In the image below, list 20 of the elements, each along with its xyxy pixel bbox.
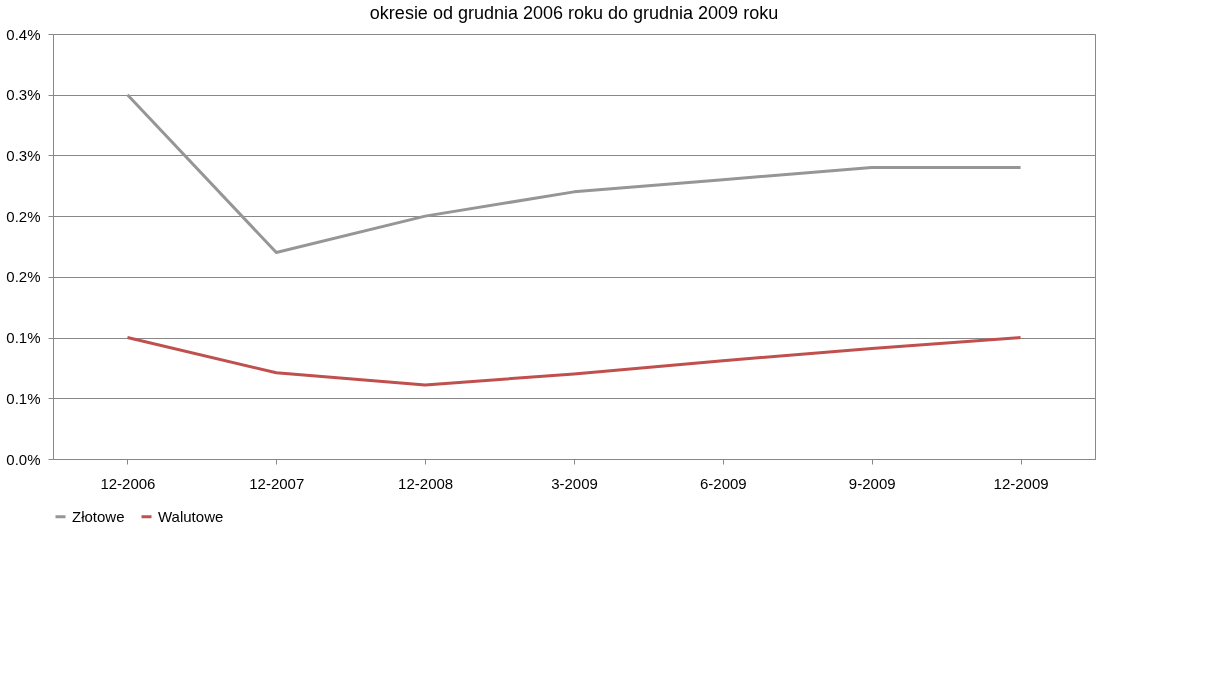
x-tick-label: 12-2008 <box>398 474 454 492</box>
y-tick-label: 0.0% <box>6 450 41 468</box>
x-tick-label: 6-2009 <box>700 474 747 492</box>
y-tick-label: 0.1% <box>6 329 41 347</box>
y-tick-label: 0.3% <box>6 86 41 104</box>
y-tick-label: 0.3% <box>6 146 41 164</box>
x-tick-label: 12-2009 <box>993 474 1049 492</box>
x-tick-label: 12-2007 <box>249 474 305 492</box>
legend-label: Walutowe <box>158 507 224 525</box>
x-tick-label: 9-2009 <box>848 474 896 492</box>
x-tick-label: 12-2006 <box>100 474 156 492</box>
y-tick-label: 0.4% <box>6 25 41 43</box>
line-series <box>125 336 1023 387</box>
chart-title: okresie od grudnia 2006 roku do grudnia 2009 roku <box>369 3 779 23</box>
x-tick-label: 3-2009 <box>551 474 598 492</box>
line-series <box>125 93 1023 255</box>
legend-label: Złotowe <box>72 507 125 525</box>
y-tick-label: 0.2% <box>6 207 41 225</box>
y-tick-label: 0.2% <box>6 268 41 286</box>
y-tick-label: 0.1% <box>6 389 41 407</box>
